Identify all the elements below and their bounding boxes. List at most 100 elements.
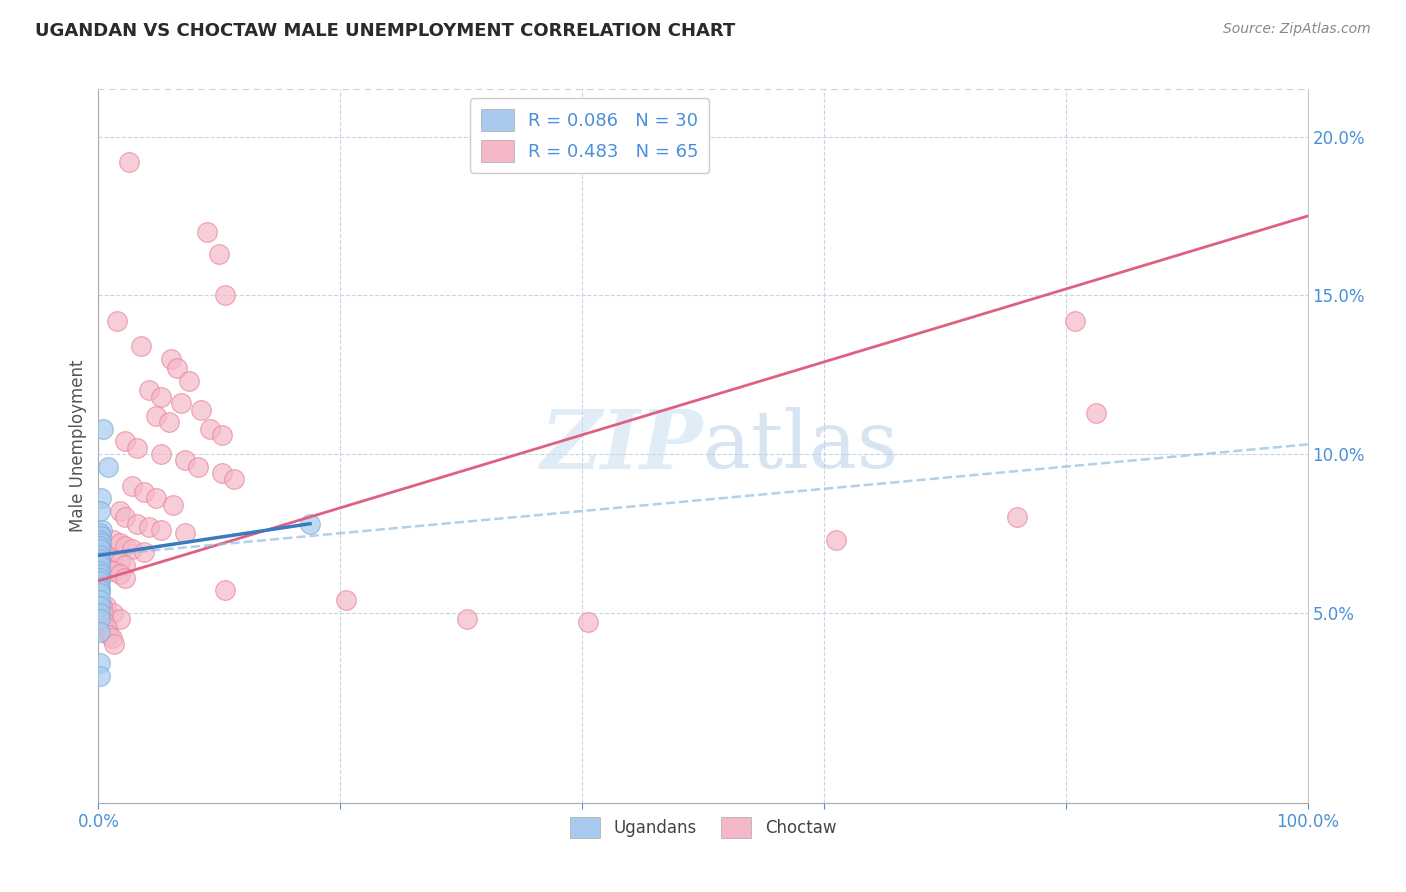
Point	[91, 421, 114, 435]
Point	[90, 535, 112, 549]
Point	[89, 571, 111, 585]
Point	[211, 428, 233, 442]
Point	[187, 459, 209, 474]
Point	[169, 396, 191, 410]
Point	[138, 384, 160, 398]
Point	[150, 390, 173, 404]
Point	[211, 466, 233, 480]
Point	[101, 606, 124, 620]
Point	[98, 628, 121, 642]
Point	[89, 504, 111, 518]
Point	[166, 361, 188, 376]
Point	[174, 453, 197, 467]
Point	[89, 555, 111, 569]
Point	[1064, 314, 1087, 328]
Point	[138, 520, 160, 534]
Point	[89, 558, 111, 572]
Point	[1007, 510, 1029, 524]
Point	[89, 542, 111, 557]
Point	[174, 526, 197, 541]
Point	[214, 288, 236, 302]
Point	[101, 551, 124, 566]
Point	[91, 606, 114, 620]
Point	[89, 612, 111, 626]
Point	[97, 459, 120, 474]
Point	[89, 606, 111, 620]
Point	[114, 571, 136, 585]
Point	[100, 631, 122, 645]
Point	[114, 434, 136, 449]
Point	[195, 225, 218, 239]
Point	[89, 599, 111, 614]
Point	[145, 491, 167, 506]
Point	[157, 415, 180, 429]
Point	[108, 555, 131, 569]
Point	[89, 657, 111, 671]
Point	[129, 339, 152, 353]
Point	[101, 564, 124, 578]
Point	[103, 637, 125, 651]
Point	[198, 421, 221, 435]
Point	[108, 504, 131, 518]
Point	[90, 529, 112, 543]
Point	[89, 586, 111, 600]
Point	[108, 567, 131, 582]
Point	[108, 612, 131, 626]
Point	[89, 574, 111, 588]
Y-axis label: Male Unemployment: Male Unemployment	[69, 359, 87, 533]
Point	[94, 599, 117, 614]
Point	[114, 558, 136, 572]
Point	[162, 498, 184, 512]
Point	[825, 533, 848, 547]
Point	[208, 247, 231, 261]
Point	[96, 621, 118, 635]
Point	[576, 615, 599, 629]
Point	[89, 624, 111, 639]
Text: UGANDAN VS CHOCTAW MALE UNEMPLOYMENT CORRELATION CHART: UGANDAN VS CHOCTAW MALE UNEMPLOYMENT COR…	[35, 22, 735, 40]
Point	[90, 491, 112, 506]
Point	[160, 351, 183, 366]
Point	[89, 580, 111, 594]
Point	[214, 583, 236, 598]
Text: atlas: atlas	[703, 407, 898, 485]
Point	[93, 615, 115, 629]
Point	[89, 567, 111, 582]
Point	[145, 409, 167, 423]
Point	[94, 549, 117, 563]
Point	[89, 549, 111, 563]
Point	[134, 545, 156, 559]
Point	[105, 314, 128, 328]
Point	[89, 539, 111, 553]
Point	[118, 155, 141, 169]
Point	[108, 535, 131, 549]
Point	[121, 542, 143, 557]
Text: ZIP: ZIP	[540, 406, 703, 486]
Point	[134, 485, 156, 500]
Point	[150, 523, 173, 537]
Point	[89, 669, 111, 683]
Point	[127, 441, 149, 455]
Point	[91, 523, 114, 537]
Point	[101, 533, 124, 547]
Point	[89, 551, 111, 566]
Point	[91, 599, 114, 614]
Legend: Ugandans, Choctaw: Ugandans, Choctaw	[564, 811, 842, 845]
Point	[222, 472, 245, 486]
Point	[179, 374, 201, 388]
Point	[127, 516, 149, 531]
Point	[121, 478, 143, 492]
Point	[89, 564, 111, 578]
Point	[1085, 406, 1108, 420]
Point	[190, 402, 212, 417]
Point	[335, 592, 357, 607]
Point	[456, 612, 478, 626]
Point	[89, 592, 111, 607]
Point	[299, 516, 322, 531]
Point	[89, 533, 111, 547]
Point	[150, 447, 173, 461]
Point	[114, 510, 136, 524]
Point	[89, 583, 111, 598]
Point	[94, 561, 117, 575]
Point	[89, 526, 111, 541]
Text: Source: ZipAtlas.com: Source: ZipAtlas.com	[1223, 22, 1371, 37]
